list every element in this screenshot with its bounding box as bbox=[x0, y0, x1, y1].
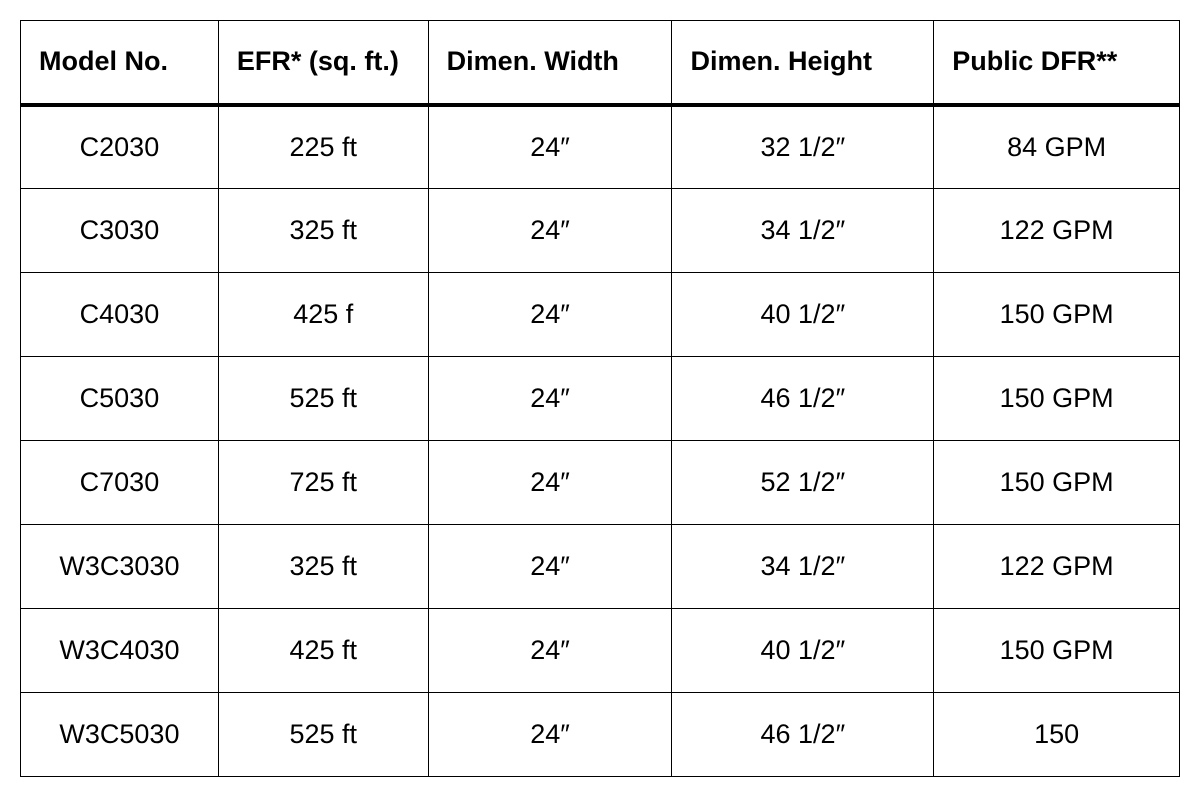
cell-efr: 425 ft bbox=[218, 609, 428, 693]
col-header-model: Model No. bbox=[21, 21, 219, 105]
table-header-row: Model No. EFR* (sq. ft.) Dimen. Width Di… bbox=[21, 21, 1180, 105]
cell-dfr: 122 GPM bbox=[934, 525, 1180, 609]
cell-efr: 425 f bbox=[218, 273, 428, 357]
cell-width: 24″ bbox=[428, 357, 672, 441]
cell-height: 34 1/2″ bbox=[672, 525, 934, 609]
cell-model: C5030 bbox=[21, 357, 219, 441]
col-header-dfr: Public DFR** bbox=[934, 21, 1180, 105]
col-header-width: Dimen. Width bbox=[428, 21, 672, 105]
table-row: C7030 725 ft 24″ 52 1/2″ 150 GPM bbox=[21, 441, 1180, 525]
cell-width: 24″ bbox=[428, 609, 672, 693]
cell-efr: 225 ft bbox=[218, 105, 428, 189]
cell-dfr: 150 GPM bbox=[934, 609, 1180, 693]
cell-model: C2030 bbox=[21, 105, 219, 189]
table-row: W3C4030 425 ft 24″ 40 1/2″ 150 GPM bbox=[21, 609, 1180, 693]
cell-dfr: 150 GPM bbox=[934, 441, 1180, 525]
table-row: W3C5030 525 ft 24″ 46 1/2″ 150 bbox=[21, 693, 1180, 777]
cell-height: 34 1/2″ bbox=[672, 189, 934, 273]
cell-height: 40 1/2″ bbox=[672, 273, 934, 357]
table-row: W3C3030 325 ft 24″ 34 1/2″ 122 GPM bbox=[21, 525, 1180, 609]
cell-width: 24″ bbox=[428, 693, 672, 777]
cell-efr: 525 ft bbox=[218, 693, 428, 777]
table-row: C4030 425 f 24″ 40 1/2″ 150 GPM bbox=[21, 273, 1180, 357]
table-row: C2030 225 ft 24″ 32 1/2″ 84 GPM bbox=[21, 105, 1180, 189]
spec-table: Model No. EFR* (sq. ft.) Dimen. Width Di… bbox=[20, 20, 1180, 777]
table-row: C5030 525 ft 24″ 46 1/2″ 150 GPM bbox=[21, 357, 1180, 441]
cell-width: 24″ bbox=[428, 273, 672, 357]
cell-dfr: 84 GPM bbox=[934, 105, 1180, 189]
cell-dfr: 150 GPM bbox=[934, 273, 1180, 357]
cell-height: 40 1/2″ bbox=[672, 609, 934, 693]
cell-model: C4030 bbox=[21, 273, 219, 357]
cell-width: 24″ bbox=[428, 441, 672, 525]
cell-model: W3C3030 bbox=[21, 525, 219, 609]
cell-height: 32 1/2″ bbox=[672, 105, 934, 189]
cell-width: 24″ bbox=[428, 525, 672, 609]
cell-efr: 325 ft bbox=[218, 189, 428, 273]
cell-efr: 325 ft bbox=[218, 525, 428, 609]
col-header-efr: EFR* (sq. ft.) bbox=[218, 21, 428, 105]
cell-height: 46 1/2″ bbox=[672, 693, 934, 777]
cell-width: 24″ bbox=[428, 189, 672, 273]
cell-model: C7030 bbox=[21, 441, 219, 525]
cell-dfr: 150 bbox=[934, 693, 1180, 777]
cell-model: C3030 bbox=[21, 189, 219, 273]
cell-dfr: 150 GPM bbox=[934, 357, 1180, 441]
cell-efr: 525 ft bbox=[218, 357, 428, 441]
cell-width: 24″ bbox=[428, 105, 672, 189]
cell-model: W3C5030 bbox=[21, 693, 219, 777]
cell-model: W3C4030 bbox=[21, 609, 219, 693]
cell-dfr: 122 GPM bbox=[934, 189, 1180, 273]
cell-efr: 725 ft bbox=[218, 441, 428, 525]
cell-height: 46 1/2″ bbox=[672, 357, 934, 441]
cell-height: 52 1/2″ bbox=[672, 441, 934, 525]
col-header-height: Dimen. Height bbox=[672, 21, 934, 105]
table-row: C3030 325 ft 24″ 34 1/2″ 122 GPM bbox=[21, 189, 1180, 273]
